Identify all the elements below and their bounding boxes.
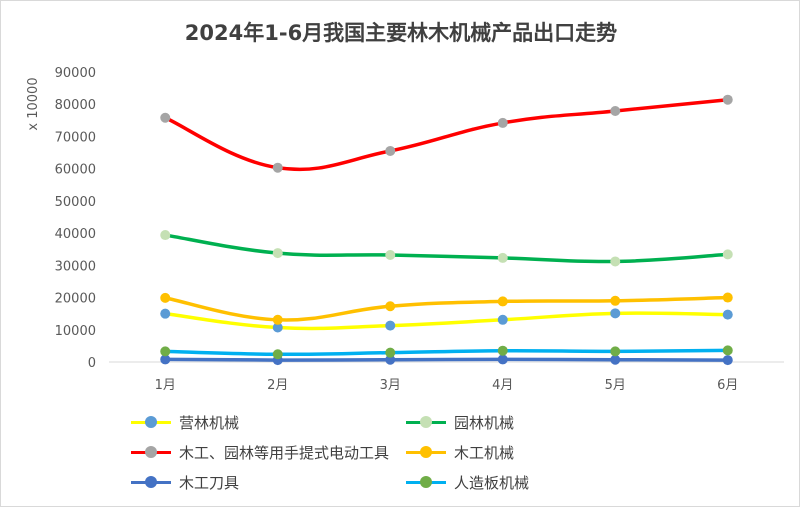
data-point bbox=[497, 296, 508, 307]
data-point bbox=[610, 354, 621, 365]
series-line bbox=[163, 233, 730, 264]
legend-marker bbox=[145, 416, 157, 428]
series-line bbox=[163, 348, 730, 357]
data-point bbox=[497, 252, 508, 263]
data-point bbox=[497, 117, 508, 128]
chart-title: 2024年1-6月我国主要林木机械产品出口走势 bbox=[184, 21, 618, 45]
legend-swatch bbox=[406, 442, 446, 462]
data-point bbox=[272, 162, 283, 173]
legend-label: 营林机械 bbox=[179, 413, 240, 432]
legend-item: 园林机械 bbox=[406, 412, 514, 432]
legend-item: 营林机械 bbox=[131, 412, 239, 432]
data-point bbox=[160, 354, 171, 365]
data-point bbox=[610, 346, 621, 357]
legend-item: 木工机械 bbox=[406, 442, 514, 462]
y-axis-label: x 10000 bbox=[26, 77, 41, 130]
data-point bbox=[385, 145, 396, 156]
data-point bbox=[722, 309, 733, 320]
data-point bbox=[610, 105, 621, 116]
legend-marker bbox=[145, 446, 157, 458]
data-point bbox=[497, 354, 508, 365]
legend-label: 人造板机械 bbox=[454, 473, 530, 492]
legend-label: 木工刀具 bbox=[179, 473, 240, 492]
y-tick-label: 10000 bbox=[55, 324, 96, 339]
x-tick-label: 2月 bbox=[267, 378, 288, 393]
legend-item: 木工、园林等用手提式电动工具 bbox=[131, 442, 389, 462]
data-point bbox=[160, 308, 171, 319]
data-point bbox=[385, 354, 396, 365]
y-tick-label: 70000 bbox=[55, 130, 96, 145]
data-point bbox=[160, 112, 171, 123]
legend-item: 木工刀具 bbox=[131, 472, 239, 492]
legend-swatch bbox=[406, 472, 446, 492]
y-tick-label: 40000 bbox=[55, 227, 96, 242]
data-point bbox=[722, 249, 733, 260]
series-line bbox=[163, 295, 730, 322]
data-point bbox=[385, 301, 396, 312]
legend-marker bbox=[145, 476, 157, 488]
x-tick-label: 1月 bbox=[155, 378, 176, 393]
y-tick-label: 80000 bbox=[55, 98, 96, 113]
data-point bbox=[160, 230, 171, 241]
y-tick-label: 60000 bbox=[55, 163, 96, 178]
legend-item: 人造板机械 bbox=[406, 472, 529, 492]
data-point bbox=[272, 349, 283, 360]
y-tick-label: 20000 bbox=[55, 292, 96, 307]
data-point bbox=[722, 94, 733, 105]
series-line bbox=[163, 311, 730, 331]
legend-marker bbox=[420, 476, 432, 488]
data-point bbox=[160, 346, 171, 357]
y-tick-label: 30000 bbox=[55, 259, 96, 274]
legend-marker bbox=[420, 446, 432, 458]
x-tick-label: 4月 bbox=[492, 378, 513, 393]
legend-label: 木工机械 bbox=[454, 443, 515, 462]
data-point bbox=[610, 256, 621, 267]
data-point bbox=[722, 345, 733, 356]
y-tick-label: 0 bbox=[88, 356, 96, 371]
data-point bbox=[385, 347, 396, 358]
data-point bbox=[385, 250, 396, 261]
x-tick-label: 5月 bbox=[605, 378, 626, 393]
data-point bbox=[722, 292, 733, 303]
y-tick-label: 90000 bbox=[55, 66, 96, 81]
data-point bbox=[497, 345, 508, 356]
data-point bbox=[497, 314, 508, 325]
data-point bbox=[272, 248, 283, 259]
legend-label: 园林机械 bbox=[454, 413, 515, 432]
data-point bbox=[722, 355, 733, 366]
x-tick-label: 3月 bbox=[380, 378, 401, 393]
series-line bbox=[163, 357, 730, 362]
y-tick-label: 50000 bbox=[55, 195, 96, 210]
data-point bbox=[272, 314, 283, 325]
data-point bbox=[610, 295, 621, 306]
legend-swatch bbox=[406, 412, 446, 432]
data-point bbox=[160, 292, 171, 303]
data-point bbox=[385, 320, 396, 331]
legend-swatch bbox=[131, 442, 171, 462]
series-line bbox=[163, 97, 730, 172]
legend-label: 木工、园林等用手提式电动工具 bbox=[179, 443, 390, 462]
x-tick-label: 6月 bbox=[717, 378, 738, 393]
legend-marker bbox=[420, 416, 432, 428]
data-point bbox=[272, 322, 283, 333]
legend-swatch bbox=[131, 472, 171, 492]
data-point bbox=[610, 308, 621, 319]
legend-swatch bbox=[131, 412, 171, 432]
